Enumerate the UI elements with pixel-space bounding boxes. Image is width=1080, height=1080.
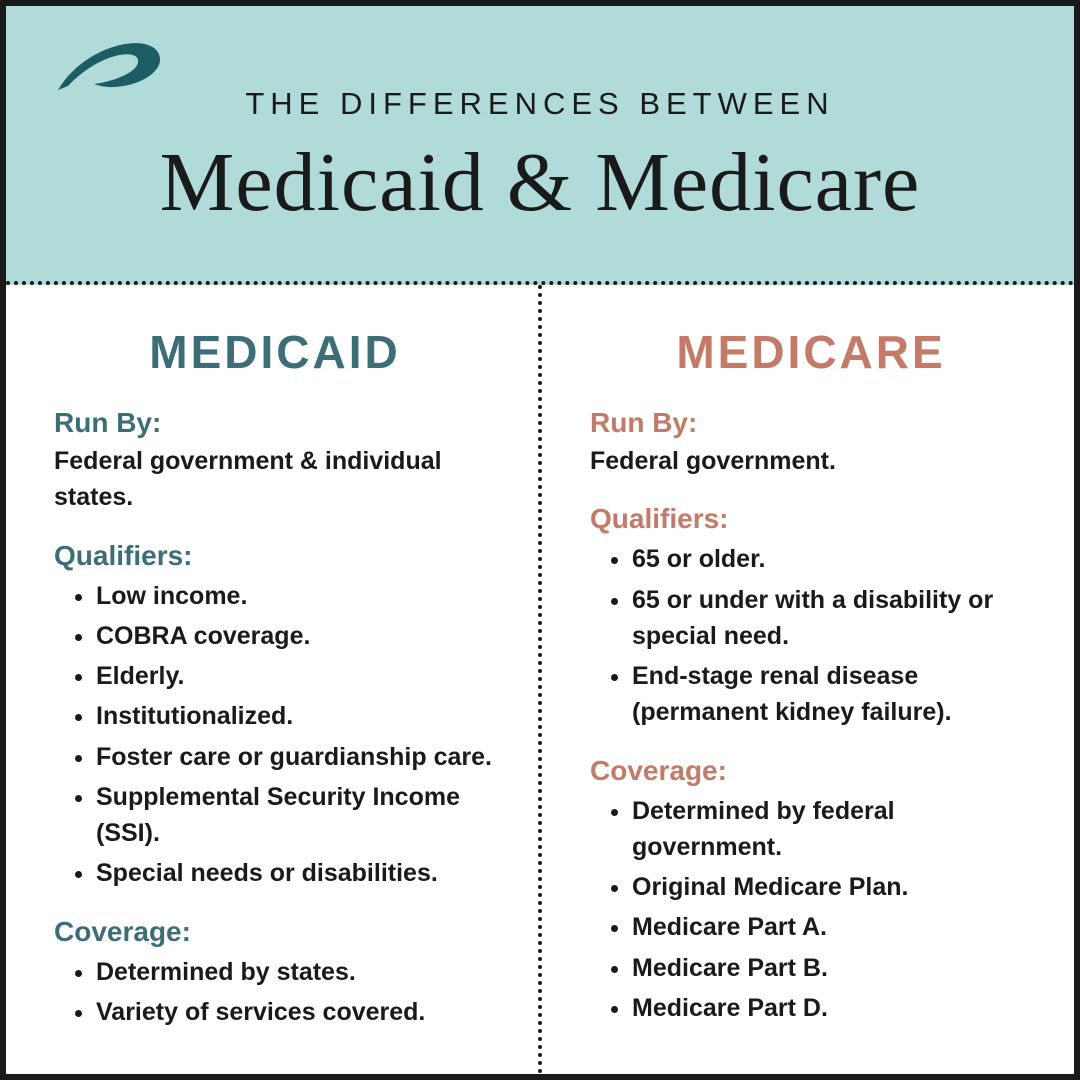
list-item: Foster care or guardianship care. (96, 739, 496, 775)
list-item: 65 or older. (632, 541, 1032, 577)
list-item: Original Medicare Plan. (632, 869, 1032, 905)
medicare-title: MEDICARE (590, 325, 1032, 379)
list-item: Institutionalized. (96, 698, 496, 734)
list-item: Elderly. (96, 658, 496, 694)
header-kicker: THE DIFFERENCES BETWEEN (56, 86, 1024, 122)
list-item: Supplemental Security Income (SSI). (96, 779, 496, 852)
list-item: Determined by federal government. (632, 793, 1032, 866)
header-title: Medicaid & Medicare (56, 134, 1024, 231)
medicaid-coverage-list: Determined by states. Variety of services… (54, 954, 496, 1031)
list-item: Low income. (96, 578, 496, 614)
list-item: End-stage renal disease (permanent kidne… (632, 658, 1032, 731)
medicare-qualifiers-label: Qualifiers: (590, 503, 1032, 535)
list-item: 65 or under with a disability or special… (632, 582, 1032, 655)
medicare-runby-label: Run By: (590, 407, 1032, 439)
comparison-body: MEDICAID Run By: Federal government & in… (6, 285, 1074, 1074)
list-item: Medicare Part D. (632, 990, 1032, 1026)
medicaid-qualifiers-list: Low income. COBRA coverage. Elderly. Instit… (54, 578, 496, 892)
medicare-runby-text: Federal government. (590, 443, 1032, 479)
infographic-frame: THE DIFFERENCES BETWEEN Medicaid & Medic… (0, 0, 1080, 1080)
list-item: Variety of services covered. (96, 994, 496, 1030)
medicaid-runby-text: Federal government & individual states. (54, 443, 496, 516)
header: THE DIFFERENCES BETWEEN Medicaid & Medic… (6, 6, 1074, 285)
medicaid-column: MEDICAID Run By: Federal government & in… (6, 285, 538, 1074)
brand-logo-icon (46, 34, 166, 109)
medicare-qualifiers-list: 65 or older. 65 or under with a disabilit… (590, 541, 1032, 730)
list-item: Determined by states. (96, 954, 496, 990)
medicare-column: MEDICARE Run By: Federal government. Qua… (538, 285, 1074, 1074)
list-item: Medicare Part A. (632, 909, 1032, 945)
medicare-coverage-list: Determined by federal government.Origina… (590, 793, 1032, 1027)
list-item: Special needs or disabilities. (96, 855, 496, 891)
medicaid-runby-label: Run By: (54, 407, 496, 439)
list-item: Medicare Part B. (632, 950, 1032, 986)
list-item: COBRA coverage. (96, 618, 496, 654)
medicaid-qualifiers-label: Qualifiers: (54, 540, 496, 572)
medicare-coverage-label: Coverage: (590, 755, 1032, 787)
medicaid-coverage-label: Coverage: (54, 916, 496, 948)
medicaid-title: MEDICAID (54, 325, 496, 379)
